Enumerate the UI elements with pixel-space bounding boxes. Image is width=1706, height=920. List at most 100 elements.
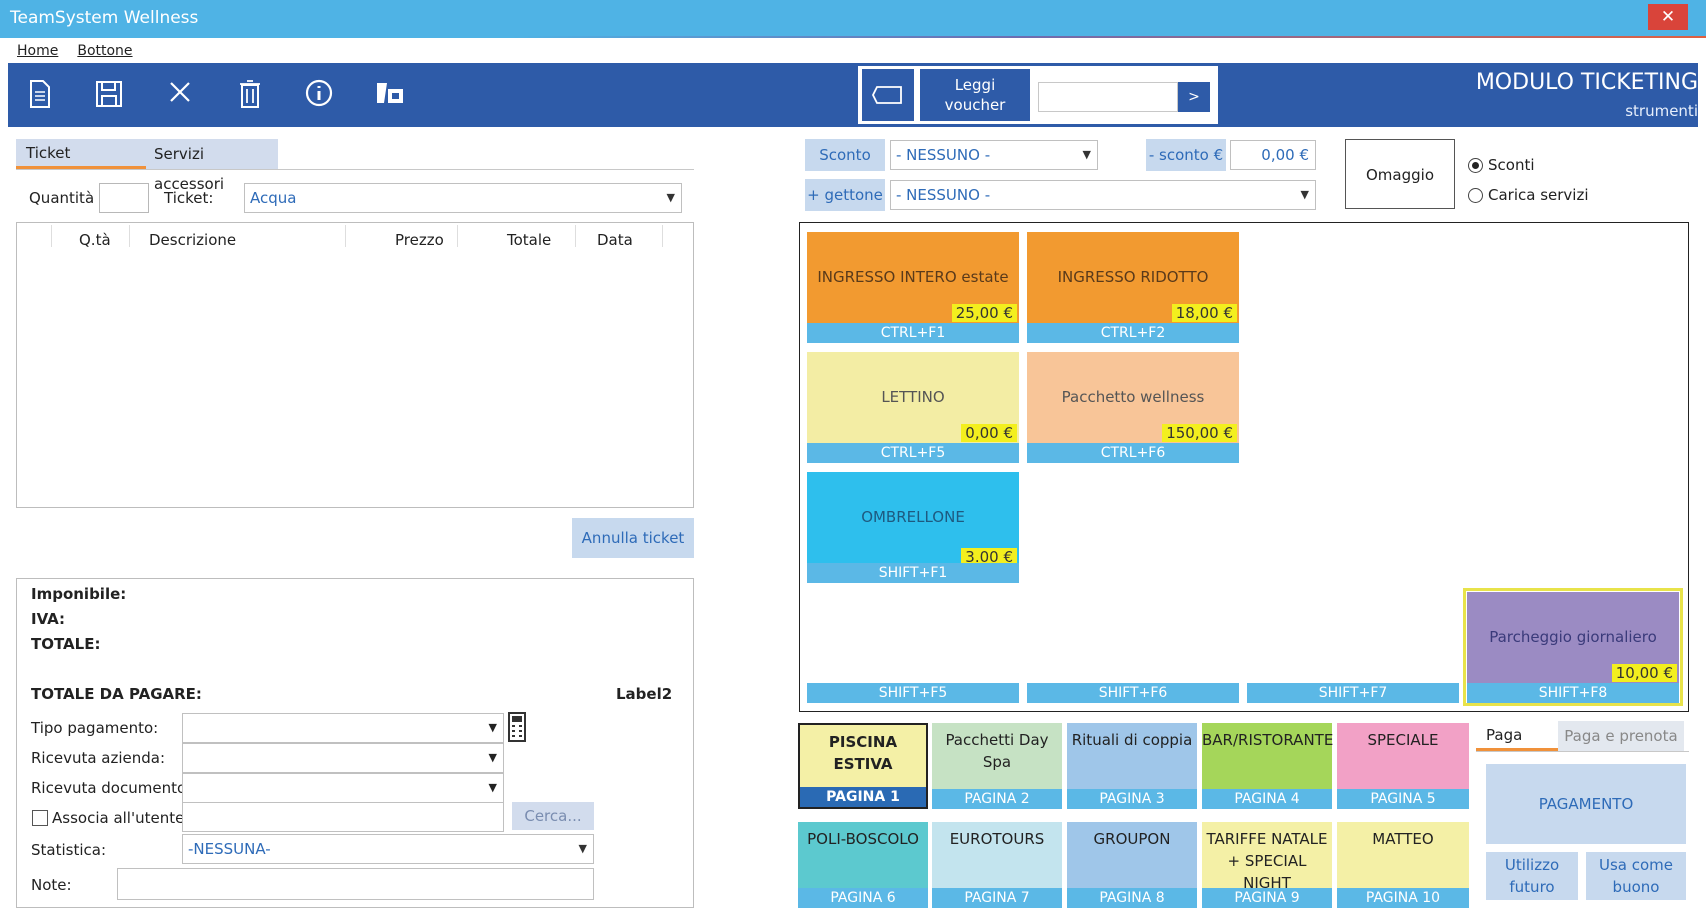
page-tab-7[interactable]: EUROTOURS PAGINA 7: [932, 822, 1062, 908]
window-title: TeamSystem Wellness: [0, 0, 1706, 36]
chevron-down-icon: ▼: [578, 842, 587, 855]
tile-name: OMBRELLONE: [861, 508, 965, 526]
column-separator: [51, 225, 52, 247]
read-voucher-label: Leggi voucher: [944, 76, 1006, 114]
iva-label: IVA:: [31, 610, 66, 628]
token-button[interactable]: + gettone: [805, 179, 885, 211]
cancel-icon[interactable]: [164, 79, 196, 111]
radio-discounts[interactable]: [1468, 158, 1483, 173]
column-header-totale[interactable]: Totale: [507, 231, 552, 249]
voucher-tools-icon[interactable]: [374, 79, 406, 111]
voucher-go-button[interactable]: >: [1178, 82, 1210, 112]
discount-euro-button[interactable]: - sconto €: [1146, 139, 1226, 171]
radio-load-services-label: Carica servizi: [1488, 186, 1589, 204]
ticket-grid[interactable]: Q.tà Descrizione Prezzo Totale Data: [16, 222, 694, 508]
page-tab-label: PAGINA 7: [932, 888, 1062, 908]
tab-paga[interactable]: Paga: [1476, 721, 1558, 751]
chevron-down-icon: ▼: [1300, 188, 1309, 201]
page-tab-name: GROUPON: [1093, 830, 1171, 848]
associate-user-field[interactable]: [182, 802, 504, 832]
new-document-icon[interactable]: [24, 79, 56, 111]
page-tab-2[interactable]: Pacchetti Day Spa PAGINA 2: [932, 723, 1062, 809]
radio-load-services[interactable]: [1468, 188, 1483, 203]
menu-bar: Home Bottone: [8, 39, 1698, 63]
document-receipt-select[interactable]: ▼: [182, 773, 504, 803]
tab-paga-e-prenota[interactable]: Paga e prenota: [1558, 721, 1684, 751]
column-separator: [662, 225, 663, 247]
page-tab-label: PAGINA 2: [932, 789, 1062, 809]
page-tab-4[interactable]: BAR/RISTORANTE PAGINA 4: [1202, 723, 1334, 809]
discount-select[interactable]: - NESSUNO - ▼: [890, 140, 1098, 170]
page-tab-8[interactable]: GROUPON PAGINA 8: [1067, 822, 1197, 908]
page-tab-label: PAGINA 8: [1067, 888, 1197, 908]
quantity-label: Quantità: [29, 189, 95, 207]
payment-type-select[interactable]: ▼: [182, 713, 504, 743]
menu-home[interactable]: Home: [17, 43, 59, 59]
page-tab-6[interactable]: POLI-BOSCOLO PAGINA 6: [798, 822, 928, 908]
module-subtitle[interactable]: strumenti: [1625, 102, 1698, 120]
page-tab-10[interactable]: MATTEO PAGINA 10: [1337, 822, 1469, 908]
associate-user-checkbox[interactable]: [32, 810, 48, 826]
quantity-input[interactable]: [99, 183, 149, 213]
page-tab-label: PAGINA 10: [1337, 888, 1469, 908]
tile-shortcut-empty[interactable]: SHIFT+F5: [807, 683, 1019, 703]
page-tab-9[interactable]: TARIFFE NATALE + SPECIAL NIGHT PAGINA 9: [1202, 822, 1332, 908]
discount-euro-input[interactable]: 0,00 €: [1230, 140, 1316, 170]
delete-icon[interactable]: [234, 79, 266, 111]
tile-price: 3.00 €: [961, 548, 1017, 566]
tab-ticket[interactable]: Ticket: [16, 139, 146, 169]
page-tab-name: POLI-BOSCOLO: [807, 830, 919, 848]
page-tab-name: MATTEO: [1372, 830, 1434, 848]
column-header-qty[interactable]: Q.tà: [79, 231, 111, 249]
calculator-icon[interactable]: [508, 712, 526, 746]
column-header-descrizione[interactable]: Descrizione: [149, 231, 237, 249]
tile-name: Parcheggio giornaliero: [1489, 628, 1657, 646]
tile-shortcut-empty[interactable]: SHIFT+F7: [1247, 683, 1459, 703]
total-amount-label: Label2: [616, 685, 673, 703]
tile-name: Pacchetto wellness: [1061, 388, 1205, 406]
menu-bottone[interactable]: Bottone: [77, 43, 133, 59]
use-as-voucher-label: Usa come buono: [1598, 856, 1674, 896]
use-as-voucher-button[interactable]: Usa come buono: [1586, 852, 1686, 900]
page-tab-3[interactable]: Rituali di coppia PAGINA 3: [1067, 723, 1197, 809]
chevron-down-icon: ▼: [488, 781, 497, 794]
tile-price: 0,00 €: [961, 424, 1017, 442]
tab-divider: [16, 169, 694, 170]
tile-selection-highlight: [1463, 588, 1683, 706]
pay-tab-divider: [1476, 751, 1689, 752]
tile-shortcut-empty[interactable]: SHIFT+F6: [1027, 683, 1239, 703]
ticket-select[interactable]: Acqua ▼: [244, 183, 682, 213]
page-tab-label: PAGINA 6: [798, 888, 928, 908]
cancel-ticket-button[interactable]: Annulla ticket: [572, 518, 694, 558]
tile-shortcut: CTRL+F5: [807, 443, 1019, 463]
ticket-label: Ticket:: [164, 189, 214, 207]
column-header-data[interactable]: Data: [597, 231, 633, 249]
future-use-button[interactable]: Utilizzo futuro: [1486, 852, 1578, 900]
pay-button[interactable]: PAGAMENTO: [1486, 764, 1686, 844]
close-window-button[interactable]: ✕: [1648, 4, 1688, 30]
tile-shortcut: SHIFT+F8: [1467, 683, 1679, 703]
discount-button[interactable]: Sconto: [805, 139, 885, 171]
column-header-prezzo[interactable]: Prezzo: [395, 231, 444, 249]
page-tab-name: BAR/RISTORANTE: [1202, 731, 1334, 749]
page-tab-5[interactable]: SPECIALE PAGINA 5: [1337, 723, 1469, 809]
search-user-button[interactable]: Cerca...: [512, 802, 594, 830]
future-use-label: Utilizzo futuro: [1504, 856, 1560, 896]
read-voucher-button[interactable]: Leggi voucher: [920, 69, 1030, 121]
note-input[interactable]: [117, 868, 594, 900]
chevron-down-icon: ▼: [666, 191, 675, 204]
tile-shortcut: CTRL+F1: [807, 323, 1019, 343]
gift-button[interactable]: Omaggio: [1345, 139, 1455, 209]
token-select[interactable]: - NESSUNO - ▼: [890, 180, 1316, 210]
column-separator: [345, 225, 346, 247]
voucher-ticket-icon[interactable]: [862, 69, 914, 121]
info-icon[interactable]: [303, 79, 335, 111]
save-icon[interactable]: [93, 79, 125, 111]
page-tab-name: TARIFFE NATALE + SPECIAL NIGHT: [1206, 830, 1328, 892]
page-tab-1[interactable]: PISCINA ESTIVA PAGINA 1: [798, 723, 928, 809]
document-receipt-label: Ricevuta documento:: [31, 779, 192, 797]
statistics-select[interactable]: -NESSUNA- ▼: [182, 834, 594, 864]
voucher-code-input[interactable]: [1038, 82, 1178, 112]
tab-servizi-accessori[interactable]: Servizi accessori: [146, 139, 278, 193]
company-receipt-select[interactable]: ▼: [182, 743, 504, 773]
